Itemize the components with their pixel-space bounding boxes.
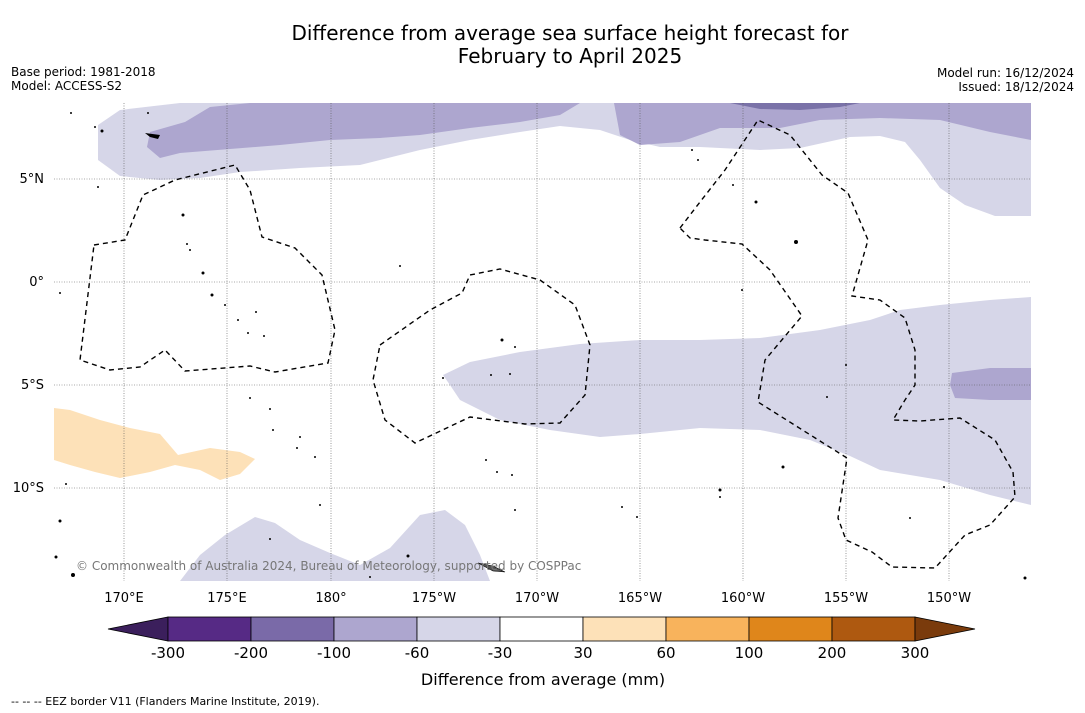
anomaly-region-northeast-medium	[614, 103, 1031, 145]
map-panel	[54, 103, 1031, 581]
lat-label: 0°	[29, 275, 44, 290]
islands	[54, 112, 1027, 580]
lon-label: 170°E	[104, 591, 144, 606]
colorbar-tick-label: -100	[317, 644, 351, 662]
colorbar-tick-label: -300	[151, 644, 185, 662]
meta-right: Model run: 16/12/2024 Issued: 18/12/2024	[937, 66, 1074, 94]
chart-title: Difference from average sea surface heig…	[0, 22, 1085, 68]
anomaly-region-south-light	[443, 297, 1031, 505]
title-line-1: Difference from average sea surface heig…	[291, 21, 849, 45]
colorbar-ticks: -300 -200 -100 -60 -30 30 60 100 200 300	[151, 644, 929, 662]
colorbar-extend-max	[914, 616, 976, 642]
base-period: Base period: 1981-2018	[11, 65, 156, 79]
meta-left: Base period: 1981-2018 Model: ACCESS-S2	[11, 65, 156, 93]
lat-labels: 5°N 0° 5°S 10°S	[13, 172, 44, 496]
colorbar-tick-label: -200	[234, 644, 268, 662]
colorbar-segment	[416, 616, 501, 642]
colorbar	[107, 616, 976, 642]
lat-label: 5°S	[21, 378, 44, 393]
colorbar-segment	[250, 616, 335, 642]
lon-label: 170°W	[515, 591, 559, 606]
colorbar-segment	[665, 616, 750, 642]
lon-label: 160°W	[721, 591, 765, 606]
model-name: Model: ACCESS-S2	[11, 79, 123, 93]
lon-label: 150°W	[927, 591, 971, 606]
colorbar-tick-label: -60	[405, 644, 430, 662]
colorbar-segment	[582, 616, 667, 642]
colorbar-segment	[499, 616, 584, 642]
colorbar-tick-label: 60	[656, 644, 675, 662]
model-run: Model run: 16/12/2024	[936, 66, 1074, 80]
lon-label: 175°E	[207, 591, 247, 606]
lon-label: 165°W	[618, 591, 662, 606]
colorbar-tick-label: -30	[488, 644, 513, 662]
lon-labels: 170°E 175°E 180° 175°W 170°W 165°W 160°W…	[104, 591, 971, 606]
lat-label: 10°S	[13, 481, 44, 496]
issued-date: Issued: 18/12/2024	[958, 80, 1074, 94]
copyright-text: © Commonwealth of Australia 2024, Bureau…	[76, 559, 581, 573]
lon-label: 180°	[315, 591, 346, 606]
colorbar-tick-label: 30	[573, 644, 592, 662]
lat-label: 5°N	[20, 172, 45, 187]
colorbar-segment	[167, 616, 252, 642]
colorbar-tick-label: 200	[818, 644, 847, 662]
colorbar-extend-min	[107, 616, 169, 642]
lon-label: 175°W	[412, 591, 456, 606]
anomaly-region-south-bottom	[180, 510, 490, 581]
anomaly-region-north-medium	[147, 103, 580, 158]
eez-borders	[79, 119, 1016, 569]
colorbar-tick-label: 100	[735, 644, 764, 662]
colorbar-tick-label: 300	[901, 644, 930, 662]
colorbar-segment	[748, 616, 833, 642]
title-line-2: February to April 2025	[457, 44, 683, 68]
anomaly-region-southwest-positive	[54, 408, 255, 480]
lon-label: 155°W	[824, 591, 868, 606]
colorbar-segment	[333, 616, 418, 642]
anomaly-region-northeast-dark	[730, 103, 860, 110]
anomaly-region-southeast-medium	[950, 368, 1031, 400]
colorbar-label: Difference from average (mm)	[421, 670, 665, 689]
colorbar-segment	[831, 616, 916, 642]
eez-legend: -- -- -- EEZ border V11 (Flanders Marine…	[11, 695, 320, 708]
